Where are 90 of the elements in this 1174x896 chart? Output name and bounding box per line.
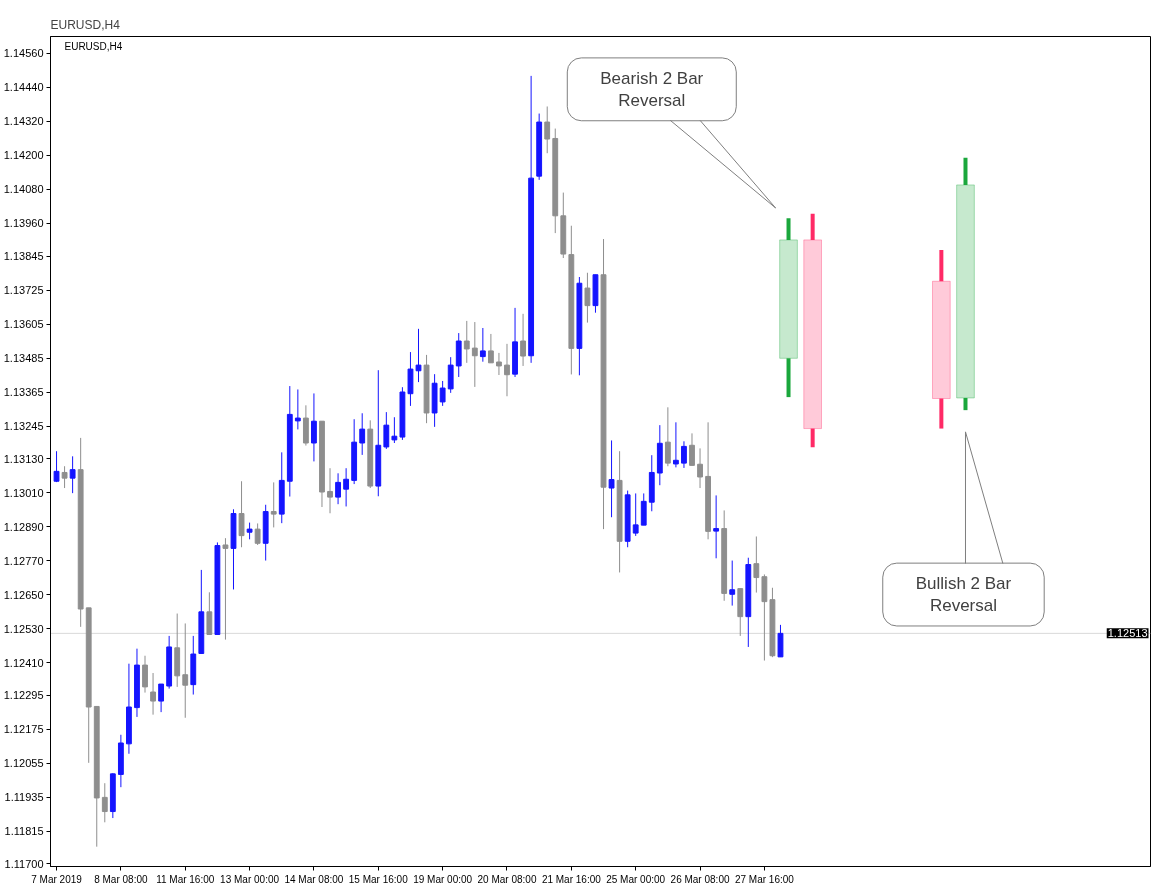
candlestick: [270, 481, 277, 528]
candlestick: [53, 450, 60, 483]
candlestick: [729, 560, 736, 607]
candlestick: [254, 522, 261, 546]
candlestick: [664, 406, 671, 467]
y-tick-label: 1.12890: [3, 520, 44, 533]
y-tick-label: 1.13010: [3, 486, 44, 499]
y-tick-label: 1.14080: [3, 183, 44, 196]
candlestick: [584, 272, 591, 324]
y-tick-label: 1.13485: [3, 352, 44, 365]
y-tick-label: 1.12055: [3, 757, 44, 770]
y-tick-label: 1.12295: [3, 689, 44, 702]
y-tick-label: 1.13845: [3, 250, 44, 263]
candlestick: [294, 388, 301, 430]
x-tick-label: 26 Mar 08:00: [670, 873, 730, 885]
x-tick-label: 27 Mar 16:00: [734, 873, 795, 885]
candlestick: [222, 537, 229, 641]
y-tick-label: 1.12530: [3, 622, 44, 635]
y-tick-label: 1.13605: [3, 318, 44, 331]
y-tick-label: 1.11935: [4, 791, 44, 804]
candlestick: [182, 622, 189, 719]
candlestick: [932, 250, 951, 429]
candlestick: [673, 421, 679, 468]
candlestick: [206, 591, 213, 635]
y-tick-label: 1.12175: [3, 723, 44, 736]
y-tick-label: 1.14560: [3, 47, 44, 60]
candlestick: [496, 352, 502, 376]
y-tick-label: 1.14440: [3, 81, 44, 94]
candlestick: [142, 655, 148, 694]
candlestick: [956, 157, 975, 411]
x-tick-label: 11 Mar 16:00: [156, 873, 215, 885]
y-tick-label: 1.11700: [4, 857, 44, 870]
y-tick-label: 1.12770: [3, 554, 44, 567]
y-tick-label: 1.11815: [4, 825, 44, 838]
candlestick: [311, 392, 317, 462]
y-tick-label: 1.13365: [3, 386, 44, 399]
chart-title: EURUSD,H4: [64, 40, 123, 52]
candlestick: [544, 105, 551, 154]
annotation: Bullish 2 Bar Reversal: [915, 574, 1012, 615]
y-tick-label: 1.14200: [3, 149, 44, 162]
candlestick: [640, 492, 647, 526]
candlestick: [504, 343, 510, 397]
y-tick-label: 1.13725: [3, 284, 44, 297]
y-tick-label: 1.13130: [3, 452, 44, 465]
candlestick: [158, 683, 165, 713]
candlestick: [359, 412, 366, 456]
ref-line-label: 1.12513: [1107, 627, 1148, 640]
candlestick: [632, 492, 639, 537]
x-tick-label: 20 Mar 08:00: [477, 873, 537, 885]
candlestick: [343, 467, 350, 507]
candlestick: [779, 218, 798, 398]
candlestick: [150, 672, 156, 716]
candlestick: [439, 380, 446, 407]
candlestick: [391, 416, 398, 444]
candlestick: [463, 320, 470, 364]
candlestick: [335, 472, 341, 505]
y-tick-label: 1.12650: [3, 588, 44, 601]
annotation: Bearish 2 Bar Reversal: [600, 68, 704, 110]
candlestick: [713, 494, 720, 559]
x-tick-label: 15 Mar 16:00: [348, 873, 409, 885]
x-tick-label: 21 Mar 16:00: [541, 873, 602, 885]
candlestick: [447, 356, 454, 394]
y-tick-label: 1.14320: [3, 115, 44, 128]
candlestick: [681, 440, 687, 469]
candlestick: [689, 432, 695, 466]
candlestick: [753, 535, 760, 594]
candlestick: [520, 313, 526, 367]
x-tick-label: 25 Mar 00:00: [606, 873, 666, 885]
x-tick-label: 13 Mar 00:00: [220, 873, 280, 885]
candlestick: [61, 465, 68, 489]
candlestick: [101, 782, 108, 823]
chart-subtitle: EURUSD,H4: [50, 17, 121, 32]
x-tick-label: 14 Mar 08:00: [284, 873, 344, 885]
candlestick: [238, 480, 245, 548]
x-tick-label: 19 Mar 00:00: [413, 873, 473, 885]
y-tick-label: 1.13245: [3, 420, 44, 433]
candlestick: [479, 327, 486, 363]
candlestick: [327, 467, 333, 514]
candlestick: [608, 439, 615, 518]
candlestick: [803, 213, 823, 448]
candlestick: [383, 411, 390, 450]
candlestick: [471, 321, 478, 388]
candlestick: [777, 624, 784, 658]
x-tick-label: 7 Mar 2019: [31, 873, 83, 885]
x-tick-label: 8 Mar 08:00: [94, 873, 148, 885]
candlestick: [69, 455, 76, 494]
y-tick-label: 1.13960: [3, 217, 44, 230]
candlestick: [487, 333, 494, 364]
candlestick: [697, 447, 703, 489]
y-tick-label: 1.12410: [3, 656, 44, 669]
